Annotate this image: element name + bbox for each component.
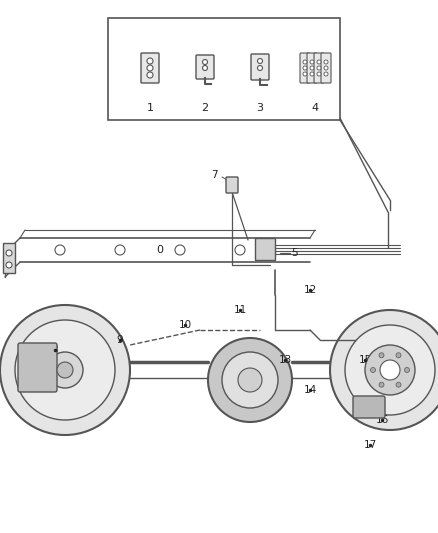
Circle shape (115, 245, 125, 255)
Text: 3: 3 (257, 103, 264, 113)
FancyBboxPatch shape (18, 343, 57, 392)
Circle shape (396, 353, 401, 358)
Text: 1: 1 (146, 103, 153, 113)
Circle shape (258, 66, 262, 70)
Circle shape (317, 72, 321, 76)
FancyBboxPatch shape (300, 53, 310, 83)
Circle shape (324, 72, 328, 76)
Text: 8: 8 (52, 345, 58, 355)
Circle shape (310, 60, 314, 64)
Circle shape (202, 60, 208, 64)
FancyBboxPatch shape (196, 55, 214, 79)
Text: 2: 2 (201, 103, 208, 113)
Circle shape (345, 325, 435, 415)
Text: 11: 11 (233, 305, 247, 315)
FancyBboxPatch shape (307, 53, 317, 83)
Circle shape (303, 60, 307, 64)
Text: 5: 5 (292, 248, 298, 258)
Circle shape (6, 262, 12, 268)
Text: 9: 9 (117, 335, 124, 345)
Circle shape (324, 60, 328, 64)
Circle shape (15, 320, 115, 420)
Circle shape (238, 368, 262, 392)
Circle shape (147, 72, 153, 78)
Circle shape (0, 305, 130, 435)
Text: 12: 12 (304, 285, 317, 295)
Circle shape (371, 367, 375, 373)
Circle shape (57, 362, 73, 378)
FancyBboxPatch shape (321, 53, 331, 83)
Text: 14: 14 (304, 385, 317, 395)
Circle shape (324, 66, 328, 70)
Circle shape (47, 352, 83, 388)
Circle shape (303, 66, 307, 70)
FancyBboxPatch shape (353, 396, 385, 418)
Text: 0: 0 (156, 245, 163, 255)
Bar (108, 18, 340, 120)
Circle shape (379, 353, 384, 358)
Text: 10: 10 (178, 320, 191, 330)
FancyBboxPatch shape (226, 177, 238, 193)
Circle shape (310, 66, 314, 70)
Circle shape (317, 66, 321, 70)
Text: 13: 13 (279, 355, 292, 365)
FancyBboxPatch shape (251, 54, 269, 80)
Circle shape (317, 60, 321, 64)
FancyBboxPatch shape (314, 53, 324, 83)
Circle shape (222, 352, 278, 408)
Circle shape (365, 345, 415, 395)
Circle shape (208, 338, 292, 422)
Text: 7: 7 (211, 170, 217, 180)
Circle shape (379, 382, 384, 387)
Circle shape (310, 72, 314, 76)
FancyBboxPatch shape (255, 238, 275, 260)
Circle shape (202, 66, 208, 70)
Circle shape (147, 65, 153, 71)
Circle shape (55, 245, 65, 255)
Circle shape (405, 367, 410, 373)
FancyBboxPatch shape (3, 243, 15, 273)
Text: 16: 16 (375, 415, 389, 425)
Text: 15: 15 (358, 355, 371, 365)
Text: 4: 4 (311, 103, 318, 113)
Circle shape (396, 382, 401, 387)
Circle shape (258, 59, 262, 63)
Circle shape (330, 310, 438, 430)
Circle shape (235, 245, 245, 255)
Circle shape (6, 250, 12, 256)
FancyBboxPatch shape (141, 53, 159, 83)
Text: 17: 17 (364, 440, 377, 450)
Circle shape (303, 72, 307, 76)
Circle shape (175, 245, 185, 255)
Circle shape (147, 58, 153, 64)
Circle shape (380, 360, 400, 380)
